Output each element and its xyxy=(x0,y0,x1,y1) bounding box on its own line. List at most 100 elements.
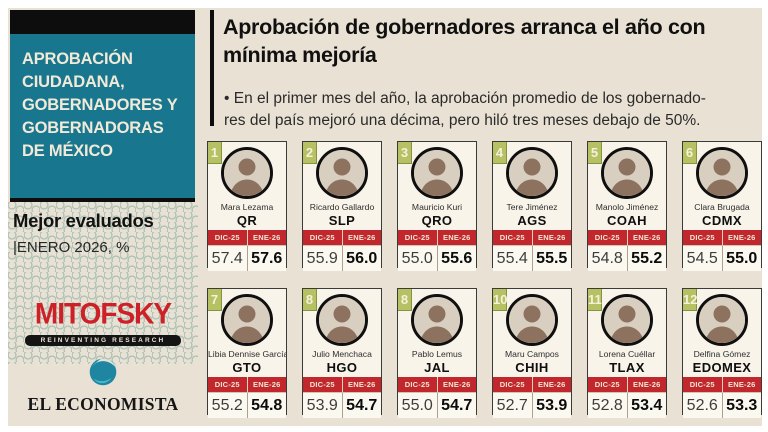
governor-card: 8 Pablo Lemus JAL DIC-25 ENE-26 55.0 54.… xyxy=(397,288,477,418)
governor-photo xyxy=(221,147,273,199)
col-header-dic25: DIC-25 xyxy=(208,377,248,392)
month-header-row: DIC-25 ENE-26 xyxy=(683,377,761,392)
sidebar-top-black-bar xyxy=(10,10,195,34)
governor-card: 11 Lorena Cuéllar TLAX DIC-25 ENE-26 52.… xyxy=(587,288,667,418)
value-ene26: 55.6 xyxy=(441,250,473,267)
section-subtitle: Mejor evaluados xyxy=(13,210,154,231)
state-abbr: GTO xyxy=(232,360,262,375)
rank-badge: 8 xyxy=(303,289,317,311)
governor-name: Delfina Gómez xyxy=(693,349,751,359)
lede-text: • En el primer mes del año, la aprobació… xyxy=(224,90,706,129)
value-row: 52.6 53.3 xyxy=(683,392,761,418)
governor-name: Ricardo Gallardo xyxy=(309,202,375,212)
rank-badge: 8 xyxy=(398,289,412,311)
value-dic25: 52.6 xyxy=(683,393,723,418)
value-dic25: 55.4 xyxy=(493,246,533,271)
value-dic25: 52.7 xyxy=(493,393,533,418)
col-header-ene26: ENE-26 xyxy=(538,233,566,242)
col-header-dic25: DIC-25 xyxy=(398,230,438,245)
col-header-dic25: DIC-25 xyxy=(588,377,628,392)
col-header-dic25: DIC-25 xyxy=(493,377,533,392)
governor-photo xyxy=(506,147,558,199)
person-silhouette-icon xyxy=(699,297,745,343)
value-dic25: 57.4 xyxy=(208,246,248,271)
governor-name: Libia Dennise García xyxy=(208,349,286,359)
governor-card: 7 Libia Dennise García GTO DIC-25 ENE-26… xyxy=(207,288,287,418)
col-header-ene26: ENE-26 xyxy=(253,233,281,242)
value-dic25: 55.0 xyxy=(398,393,438,418)
person-silhouette-icon xyxy=(699,150,745,196)
state-abbr: TLAX xyxy=(609,360,645,375)
person-silhouette-icon xyxy=(509,150,555,196)
governor-card: 10 Maru Campos CHIH DIC-25 ENE-26 52.7 5… xyxy=(492,288,572,418)
person-silhouette-icon xyxy=(224,297,270,343)
value-row: 55.0 54.7 xyxy=(398,392,476,418)
rank-badge: 2 xyxy=(303,142,317,164)
value-row: 55.9 56.0 xyxy=(303,245,381,271)
state-abbr: CHIH xyxy=(515,360,549,375)
el-economista-globe-icon xyxy=(84,352,122,390)
rank-badge: 5 xyxy=(588,142,602,164)
value-dic25: 52.8 xyxy=(588,393,628,418)
month-header-row: DIC-25 ENE-26 xyxy=(208,377,286,392)
col-header-ene26: ENE-26 xyxy=(253,380,281,389)
col-header-ene26: ENE-26 xyxy=(348,380,376,389)
person-silhouette-icon xyxy=(604,297,650,343)
governor-photo xyxy=(506,294,558,346)
month-header-row: DIC-25 ENE-26 xyxy=(398,230,476,245)
headline-rule xyxy=(210,10,214,126)
state-abbr: AGS xyxy=(517,213,547,228)
state-abbr: SLP xyxy=(328,213,356,228)
person-silhouette-icon xyxy=(509,297,555,343)
person-silhouette-icon xyxy=(319,297,365,343)
value-dic25: 54.5 xyxy=(683,246,723,271)
value-dic25: 55.2 xyxy=(208,393,248,418)
governor-card: 3 Mauricio Kuri QRO DIC-25 ENE-26 55.0 5… xyxy=(397,141,477,271)
governor-name: Tere Jiménez xyxy=(506,202,558,212)
governor-card: 5 Manolo Jiménez COAH DIC-25 ENE-26 54.8… xyxy=(587,141,667,271)
governor-name: Julio Menchaca xyxy=(312,349,372,359)
governor-name: Lorena Cuéllar xyxy=(598,349,656,359)
value-dic25: 55.9 xyxy=(303,246,343,271)
rank-badge: 10 xyxy=(493,289,507,311)
value-ene26: 53.3 xyxy=(726,397,758,414)
value-row: 54.8 55.2 xyxy=(588,245,666,271)
value-row: 54.5 55.0 xyxy=(683,245,761,271)
col-header-dic25: DIC-25 xyxy=(588,230,628,245)
state-abbr: COAH xyxy=(607,213,647,228)
sidebar: APROBACIÓN CIUDADANA, GOBERNADORES Y GOB… xyxy=(8,8,198,426)
governor-photo xyxy=(601,294,653,346)
month-header-row: DIC-25 ENE-26 xyxy=(208,230,286,245)
value-ene26: 55.5 xyxy=(536,250,568,267)
rank-badge: 1 xyxy=(208,142,222,164)
col-header-ene26: ENE-26 xyxy=(728,233,756,242)
person-silhouette-icon xyxy=(224,150,270,196)
col-header-ene26: ENE-26 xyxy=(728,380,756,389)
col-header-ene26: ENE-26 xyxy=(633,380,661,389)
state-abbr: QRO xyxy=(421,213,453,228)
governor-photo xyxy=(221,294,273,346)
value-ene26: 55.2 xyxy=(631,250,663,267)
governor-name: Mauricio Kuri xyxy=(411,202,463,212)
col-header-ene26: ENE-26 xyxy=(633,233,661,242)
month-header-row: DIC-25 ENE-26 xyxy=(493,377,571,392)
page-title: Aprobación de gobernadores arranca el añ… xyxy=(223,15,706,67)
state-abbr: QR xyxy=(236,213,258,228)
value-ene26: 53.9 xyxy=(536,397,568,414)
governor-name: Maru Campos xyxy=(505,349,559,359)
person-silhouette-icon xyxy=(414,150,460,196)
cards-grid: 1 Mara Lezama QR DIC-25 ENE-26 57.4 57.6… xyxy=(207,141,762,418)
governor-card: 6 Clara Brugada CDMX DIC-25 ENE-26 54.5 … xyxy=(682,141,762,271)
value-row: 52.8 53.4 xyxy=(588,392,666,418)
month-header-row: DIC-25 ENE-26 xyxy=(683,230,761,245)
month-header-row: DIC-25 ENE-26 xyxy=(588,377,666,392)
month-header-row: DIC-25 ENE-26 xyxy=(303,230,381,245)
governor-photo xyxy=(411,294,463,346)
value-ene26: 53.4 xyxy=(631,397,663,414)
col-header-ene26: ENE-26 xyxy=(443,380,471,389)
value-ene26: 54.8 xyxy=(251,397,283,414)
governor-photo xyxy=(316,294,368,346)
col-header-dic25: DIC-25 xyxy=(398,377,438,392)
col-header-dic25: DIC-25 xyxy=(493,230,533,245)
col-header-dic25: DIC-25 xyxy=(683,230,723,245)
